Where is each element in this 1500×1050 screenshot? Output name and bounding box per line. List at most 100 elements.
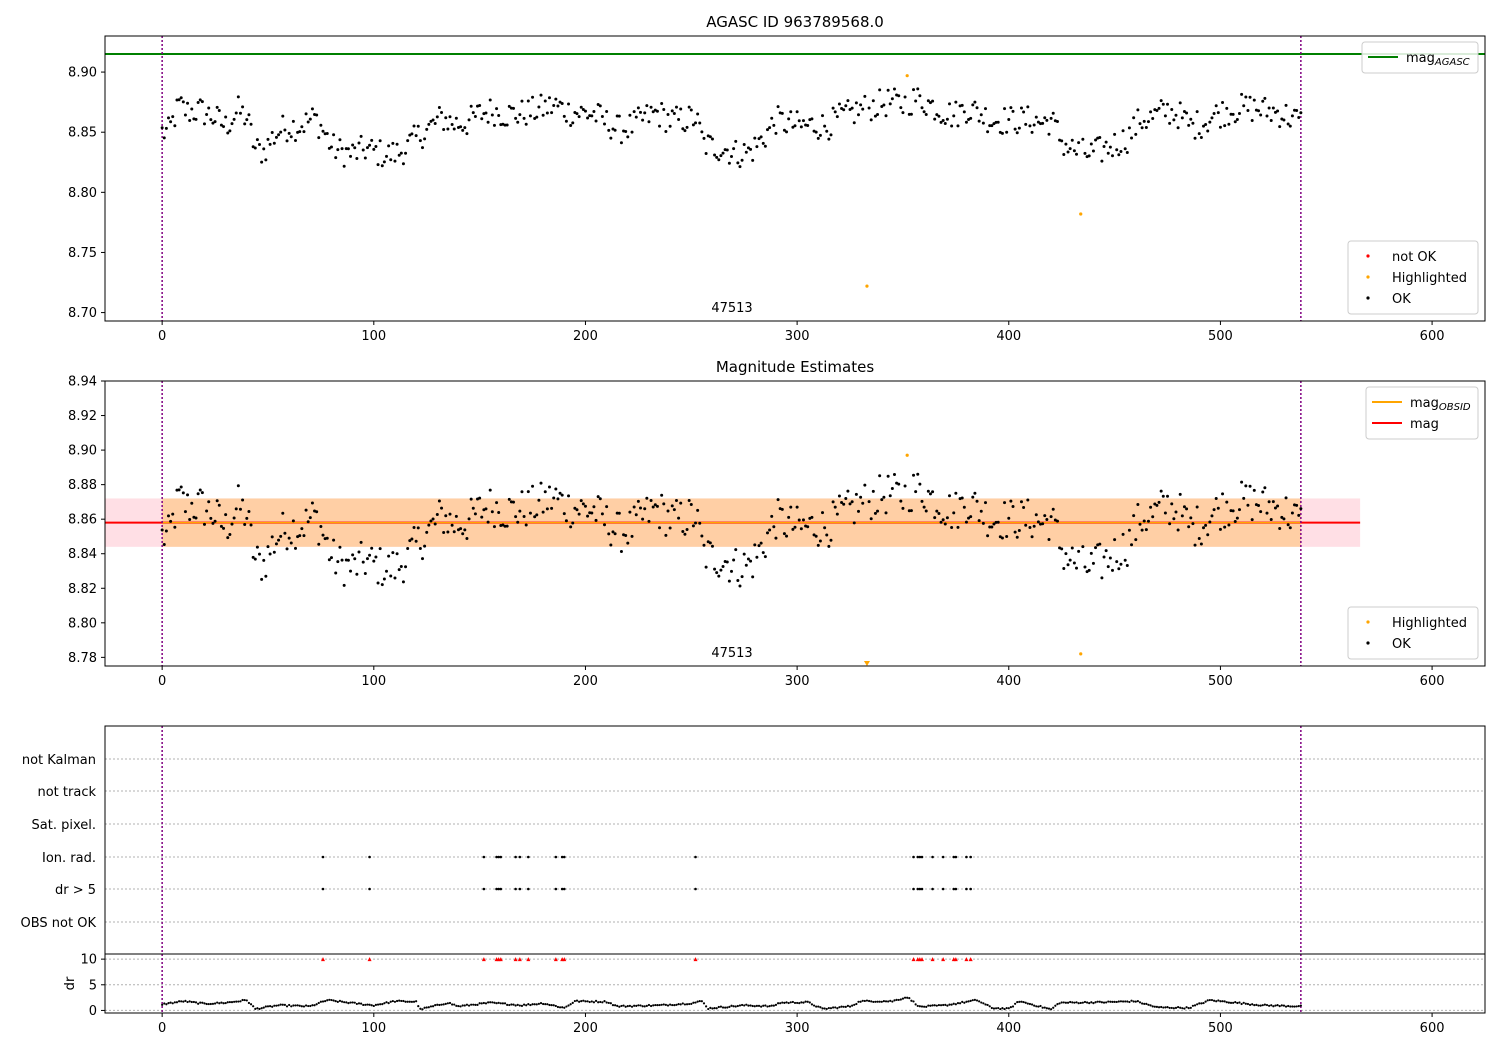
ok-point: [1288, 124, 1292, 128]
ok-point: [238, 111, 242, 115]
ok-point: [763, 144, 767, 148]
dr-point: [978, 1000, 981, 1003]
dr-point: [673, 1003, 676, 1007]
ok-point: [1189, 516, 1193, 520]
ok-point: [882, 495, 886, 499]
ok-point: [1144, 528, 1148, 532]
ok-point: [672, 112, 676, 116]
ok-point: [785, 534, 789, 538]
ok-point: [744, 563, 748, 567]
ok-point: [1017, 126, 1021, 130]
dr-point: [203, 1002, 206, 1005]
ok-point: [518, 113, 522, 117]
ok-point: [607, 128, 611, 132]
dr-outlier-marker: [919, 957, 924, 962]
ok-point: [1191, 121, 1195, 125]
dr-point: [624, 1005, 627, 1008]
ok-point: [1282, 517, 1286, 521]
ok-point: [1041, 121, 1045, 125]
ok-point: [484, 507, 488, 511]
dr-point: [808, 1001, 811, 1004]
flag-point: [497, 887, 500, 891]
flag-point: [694, 855, 697, 859]
ok-point: [486, 520, 490, 524]
x-tick-label: 200: [573, 674, 598, 689]
ok-point: [1187, 525, 1191, 529]
ok-point: [190, 501, 194, 505]
ok-point: [340, 147, 344, 151]
ok-point: [941, 518, 945, 522]
flag-point: [482, 887, 486, 891]
dr-point: [1227, 1001, 1230, 1004]
x-tick-label: 100: [361, 329, 386, 344]
dr-point: [556, 1005, 560, 1009]
dr-point: [925, 1005, 928, 1008]
ok-point: [1062, 153, 1066, 157]
ok-point: [738, 165, 742, 169]
ok-point: [829, 133, 833, 137]
dr-point: [275, 1004, 278, 1007]
dr-point: [1289, 1005, 1292, 1008]
ok-point: [1060, 547, 1064, 551]
dr-point: [1014, 1002, 1017, 1005]
ok-point: [492, 525, 496, 529]
ok-point: [281, 511, 285, 515]
ok-point: [649, 105, 653, 109]
ok-point: [715, 155, 719, 159]
ok-point: [1117, 567, 1121, 571]
dr-point: [201, 1001, 204, 1004]
ok-point: [1163, 511, 1167, 515]
ok-point: [399, 565, 403, 569]
ok-point: [816, 136, 820, 140]
ok-point: [1246, 503, 1250, 507]
ok-point: [262, 558, 266, 562]
dr-point: [1119, 1000, 1123, 1003]
ok-point: [643, 507, 647, 511]
ok-point: [433, 522, 437, 526]
ok-point: [662, 107, 666, 111]
dr-point: [884, 1000, 888, 1003]
dr-point: [345, 1001, 348, 1004]
ok-point: [243, 122, 247, 126]
plot-frame: [104, 380, 1486, 667]
ok-point: [744, 150, 748, 154]
ok-point: [956, 124, 960, 128]
dr-point: [1062, 1001, 1065, 1004]
dr-point: [169, 1001, 172, 1004]
dr-point: [601, 1001, 604, 1004]
ok-point: [188, 118, 192, 122]
ok-point: [321, 533, 325, 537]
dr-point: [688, 1002, 691, 1006]
dr-point: [252, 1005, 255, 1008]
ok-point: [450, 523, 454, 527]
ok-point: [638, 110, 642, 114]
y-tick-label: 8.82: [68, 582, 97, 597]
ok-point: [774, 536, 778, 540]
ok-point: [948, 102, 952, 106]
ok-point: [334, 571, 338, 575]
ok-point: [973, 100, 977, 104]
ok-point: [224, 115, 228, 119]
dr-point: [1094, 1001, 1097, 1004]
dr-point: [1236, 1001, 1239, 1005]
dr-point: [1248, 1003, 1252, 1006]
ok-point: [410, 537, 414, 541]
ok-point: [1072, 561, 1076, 565]
ok-point: [926, 99, 930, 103]
dr-point: [309, 1004, 312, 1008]
dr-point: [406, 1000, 409, 1003]
ok-point: [340, 558, 344, 562]
dr-point: [588, 1000, 591, 1004]
ok-point: [812, 533, 816, 537]
ok-point: [488, 488, 492, 492]
ok-point: [806, 525, 810, 529]
ok-point: [490, 510, 494, 514]
highlighted-point: [1079, 652, 1083, 656]
ok-point: [1168, 121, 1172, 125]
dr-point: [787, 1001, 790, 1005]
dr-point: [474, 1003, 477, 1006]
ok-point: [1098, 542, 1102, 546]
ok-point: [317, 542, 321, 546]
ok-point: [412, 525, 416, 529]
x-tick-label: 300: [785, 1021, 810, 1036]
